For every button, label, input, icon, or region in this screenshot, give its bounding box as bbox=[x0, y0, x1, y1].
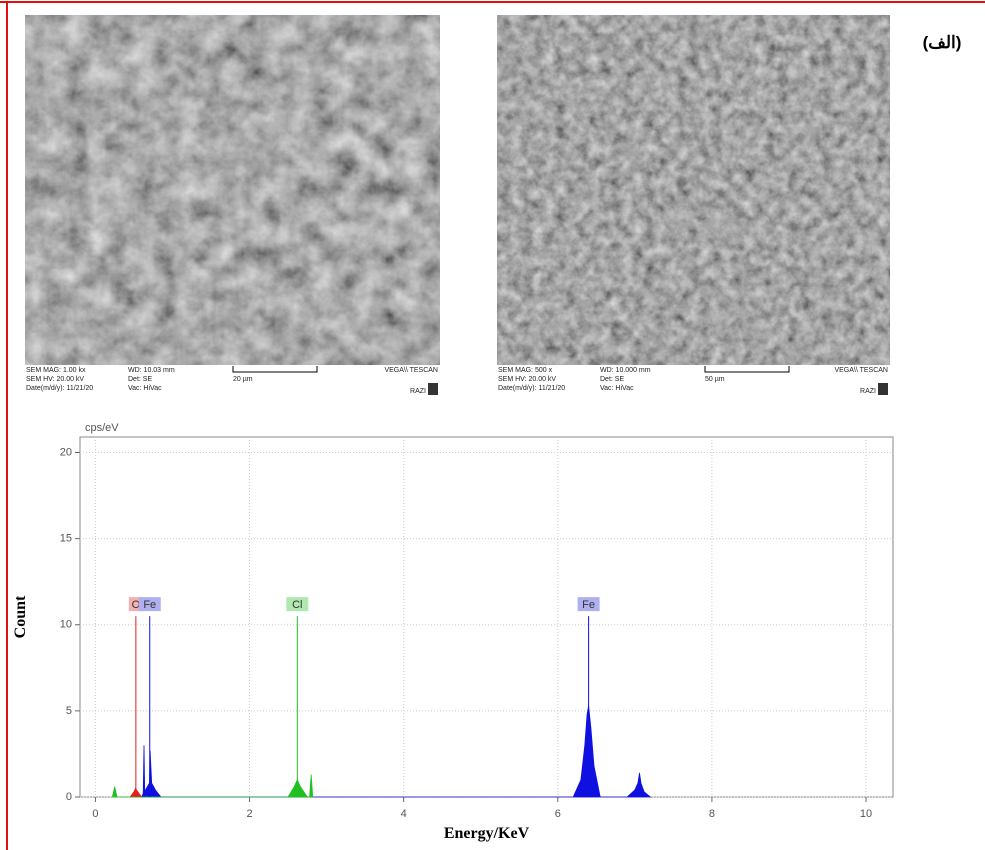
sem-info: WD: 10.000 mm bbox=[600, 367, 651, 374]
scale-label: 50 µm bbox=[705, 376, 725, 383]
sem-info: Vac: HiVac bbox=[600, 385, 634, 392]
x-tick-label: 10 bbox=[860, 808, 872, 820]
peak-label: Fe bbox=[143, 599, 156, 611]
sem-info: SEM HV: 20.00 kV bbox=[26, 376, 84, 383]
sem-info: SEM MAG: 1.00 kx bbox=[26, 367, 86, 374]
x-tick-label: 6 bbox=[555, 808, 561, 820]
sem-info: Date(m/d/y): 11/21/20 bbox=[498, 385, 565, 392]
scale-bar bbox=[232, 366, 318, 373]
y-tick-label: 10 bbox=[60, 619, 72, 631]
y-tick-label: 5 bbox=[66, 705, 72, 717]
plot-area bbox=[79, 436, 894, 798]
logo bbox=[428, 383, 438, 395]
spectrum-area bbox=[140, 705, 652, 798]
brand: VEGA\\ TESCAN bbox=[384, 367, 438, 374]
y-tick-label: 15 bbox=[60, 533, 72, 545]
spectrum-area bbox=[111, 774, 314, 798]
sem-info: Det: SE bbox=[128, 376, 152, 383]
x-tick-label: 2 bbox=[246, 808, 252, 820]
peak-label: Cl bbox=[292, 599, 302, 611]
peak-label-box bbox=[138, 597, 161, 612]
x-tick-label: 0 bbox=[92, 808, 98, 820]
brand: VEGA\\ TESCAN bbox=[834, 367, 888, 374]
y-unit: cps/eV bbox=[85, 422, 119, 434]
sem-info: WD: 10.03 mm bbox=[128, 367, 175, 374]
x-tick-label: 4 bbox=[401, 808, 407, 820]
x-axis-label: Energy/KeV bbox=[444, 825, 530, 842]
site: RAZI bbox=[410, 388, 426, 395]
y-tick-label: 20 bbox=[60, 446, 72, 458]
sem-info: Vac: HiVac bbox=[128, 385, 162, 392]
sem-image bbox=[497, 15, 890, 365]
scale-bar bbox=[704, 366, 790, 373]
peak-label-box bbox=[577, 597, 600, 612]
sem-image bbox=[25, 15, 440, 365]
sem-info: Date(m/d/y): 11/21/20 bbox=[26, 385, 93, 392]
y-axis-label: Count bbox=[12, 595, 29, 638]
peak-label: Fe bbox=[582, 599, 595, 611]
caption-bar bbox=[497, 365, 890, 398]
peak-label-box bbox=[286, 597, 309, 612]
logo bbox=[878, 383, 888, 395]
figure-label: (الف) bbox=[923, 33, 962, 52]
scale-label: 20 µm bbox=[233, 376, 253, 383]
peak-label: O bbox=[132, 599, 141, 611]
y-tick-label: 0 bbox=[66, 791, 72, 803]
x-tick-label: 8 bbox=[709, 808, 715, 820]
sem-info: SEM HV: 20.00 kV bbox=[498, 376, 556, 383]
sem-info: SEM MAG: 500 x bbox=[498, 367, 553, 374]
site: RAZI bbox=[860, 388, 876, 395]
sem-info: Det: SE bbox=[600, 376, 624, 383]
